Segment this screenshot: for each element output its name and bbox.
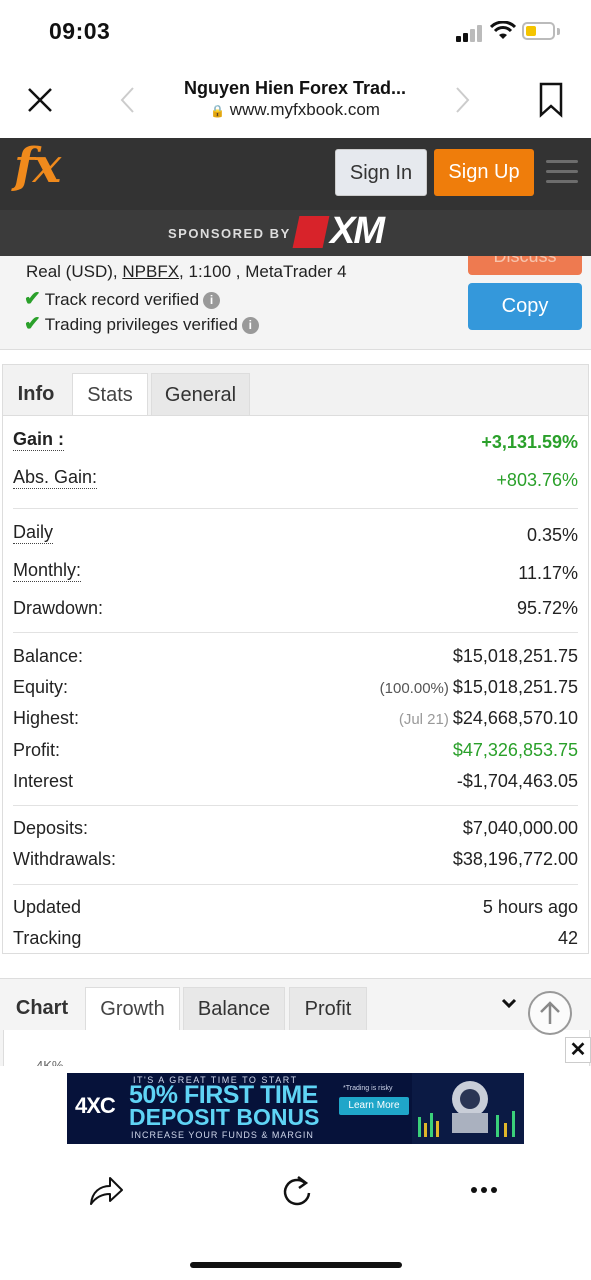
checkmark-icon: ✔ [24,313,41,335]
drawdown-value: 95.72% [516,598,578,618]
discuss-button[interactable]: Discuss [468,256,582,275]
battery-tip [557,28,560,35]
sponsored-by-label: SPONSORED BY [168,226,291,241]
equity-row-value: (100.00%) $15,018,251.75 [380,677,578,698]
ad-headline-1: 50% FIRST TIME [129,1081,318,1109]
menu-icon[interactable] [546,160,578,184]
ad-close-button[interactable]: ✕ [565,1037,591,1063]
withdrawals-label: Withdrawals: [13,849,117,869]
divider [13,805,578,806]
sponsor-logo[interactable]: XM [330,210,385,252]
profit-value: $47,326,853.75 [452,740,578,760]
chart-area [3,1030,590,1066]
ad-learn-more-button[interactable]: Learn More [339,1097,409,1115]
withdrawals-value: $38,196,772.00 [452,849,578,869]
abs-gain-value: +803.76% [496,470,578,490]
broker-link[interactable]: NPBFX [122,262,180,281]
tab-growth[interactable]: Growth [85,987,180,1030]
discuss-label: Discuss [493,256,557,266]
equity-value: $15,018,251.75 [452,677,578,697]
tab-profit[interactable]: Profit [289,987,367,1030]
drawdown-label: Drawdown: [13,598,104,618]
gain-value: +3,131.59% [481,432,578,452]
divider [13,884,578,885]
highest-date: (Jul 21) [398,711,449,728]
account-details: Real (USD), NPBFX, 1:100 , MetaTrader 4 [26,262,347,282]
browser-nav-bar [0,66,591,139]
more-options-icon[interactable] [470,1185,498,1195]
updated-value: 5 hours ago [482,897,578,917]
profit-label: Profit: [13,740,61,760]
deposits-label: Deposits: [13,818,89,838]
highest-label: Highest: [13,708,80,728]
ad-banner[interactable]: 4XC IT'S A GREAT TIME TO START 50% FIRST… [67,1073,524,1144]
share-icon[interactable] [88,1174,124,1208]
tab-general[interactable]: General [151,373,250,415]
equity-percent: (100.00%) [379,680,449,697]
scroll-to-top-button[interactable] [528,991,572,1035]
home-indicator [190,1262,402,1268]
myfxbook-logo[interactable]: fx [14,138,61,194]
status-time: 09:03 [49,18,111,44]
chevron-down-icon[interactable] [500,996,518,1012]
equity-label: Equity: [13,677,69,697]
forward-arrow-icon[interactable] [452,86,472,114]
abs-gain-label[interactable]: Abs. Gain: [13,467,98,489]
ad-risk-note: *Trading is risky [343,1085,393,1092]
url-text: www.myfxbook.com [229,100,380,119]
cellular-signal-icon [456,24,484,42]
arrow-up-icon [540,1001,560,1024]
close-icon[interactable] [26,86,54,114]
divider [13,632,578,633]
deposits-value: $7,040,000.00 [462,818,578,838]
account-leverage-platform: , 1:100 , MetaTrader 4 [179,262,347,281]
sign-up-button[interactable]: Sign Up [434,149,534,196]
updated-label: Updated [13,897,82,917]
stats-card [2,364,589,954]
monthly-label[interactable]: Monthly: [13,560,82,582]
url-display[interactable]: 🔒 www.myfxbook.com [150,100,440,120]
interest-value: -$1,704,463.05 [456,771,578,791]
daily-label[interactable]: Daily [13,522,54,544]
copy-button[interactable]: Copy [468,283,582,330]
monthly-value: 11.17% [518,563,578,583]
tab-info[interactable]: Info [17,383,55,405]
battery-icon [522,22,555,40]
divider [13,508,578,509]
checkmark-icon: ✔ [24,288,41,310]
tab-stats[interactable]: Stats [72,373,148,415]
tracking-value: 42 [557,928,578,948]
daily-value: 0.35% [526,525,578,545]
track-record-verified: ✔ Track record verified i [24,286,221,311]
ad-headline-2: DEPOSIT BONUS [129,1104,320,1130]
page-title: Nguyen Hien Forex Trad... [183,78,407,98]
info-icon[interactable]: i [203,292,221,309]
trading-privileges-label: Trading privileges verified [44,315,238,334]
tab-chart[interactable]: Chart [15,997,69,1019]
reload-icon[interactable] [278,1174,314,1210]
ad-subline: INCREASE YOUR FUNDS & MARGIN [131,1130,314,1140]
track-record-label: Track record verified [44,290,200,309]
bookmark-icon[interactable] [538,82,564,118]
gain-label[interactable]: Gain : [13,429,65,451]
account-type: Real (USD), [26,262,118,281]
tab-balance[interactable]: Balance [183,987,285,1030]
ad-astronaut-graphic [412,1073,524,1144]
lock-icon: 🔒 [210,104,225,118]
highest-row-value: (Jul 21) $24,668,570.10 [399,708,578,729]
trading-privileges-verified: ✔ Trading privileges verified i [24,311,259,336]
interest-label: Interest [13,771,74,791]
browser-toolbar [0,1152,591,1280]
info-icon[interactable]: i [241,317,259,334]
balance-label: Balance: [13,646,84,666]
tracking-label: Tracking [13,928,82,948]
highest-value: $24,668,570.10 [452,708,578,728]
ad-top-line: IT'S A GREAT TIME TO START [133,1075,298,1085]
sign-in-button[interactable]: Sign In [335,149,427,196]
back-arrow-icon[interactable] [118,86,138,114]
balance-value: $15,018,251.75 [452,646,578,666]
ad-brand: 4XC [75,1093,116,1118]
status-bar [0,0,591,66]
wifi-icon [490,21,516,39]
